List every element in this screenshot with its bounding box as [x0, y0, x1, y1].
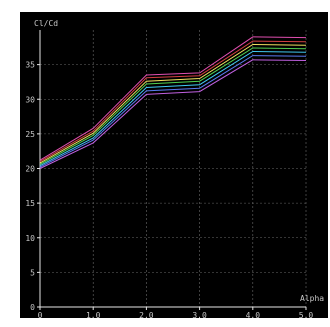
- x-tick-label: 3.0: [192, 311, 207, 318]
- y-tick-label: 30: [25, 95, 35, 104]
- x-tick-label: 2.0: [139, 311, 154, 318]
- chart-panel: 0 5 10 15 20 25 30 35 0 1.0 2.0 3.0 4.0 5.0 Cl/Cd Alp…: [20, 12, 328, 318]
- y-tick-label: 5: [30, 268, 35, 277]
- y-tick-label: 10: [25, 234, 35, 243]
- y-tick-label: 0: [30, 303, 35, 312]
- x-tick-label: 1.0: [86, 311, 101, 318]
- series-line-3: [39, 43, 307, 164]
- series-line-6: [39, 55, 307, 168]
- series-line-1: [39, 36, 307, 161]
- tick-labels: 0 5 10 15 20 25 30 35 0 1.0 2.0 3.0 4.0 5.0: [25, 61, 313, 318]
- series-line-5: [39, 50, 307, 167]
- series-line-2: [39, 40, 307, 163]
- y-tick-label: 15: [25, 199, 35, 208]
- x-tick-label: 5.0: [299, 311, 314, 318]
- x-tick-label: 4.0: [246, 311, 261, 318]
- series-line-7: [39, 59, 307, 169]
- y-tick-label: 35: [25, 61, 35, 70]
- y-tick-label: 25: [25, 130, 35, 139]
- series-lines: [39, 36, 307, 169]
- grid: [37, 30, 307, 310]
- x-tick-label: 0: [38, 311, 43, 318]
- x-axis-label: Alpha: [300, 294, 324, 303]
- y-axis-label: Cl/Cd: [34, 19, 58, 28]
- line-chart: 0 5 10 15 20 25 30 35 0 1.0 2.0 3.0 4.0 5.0 Cl/Cd Alp…: [25, 19, 324, 318]
- y-tick-label: 20: [25, 165, 35, 174]
- series-line-4: [39, 47, 307, 165]
